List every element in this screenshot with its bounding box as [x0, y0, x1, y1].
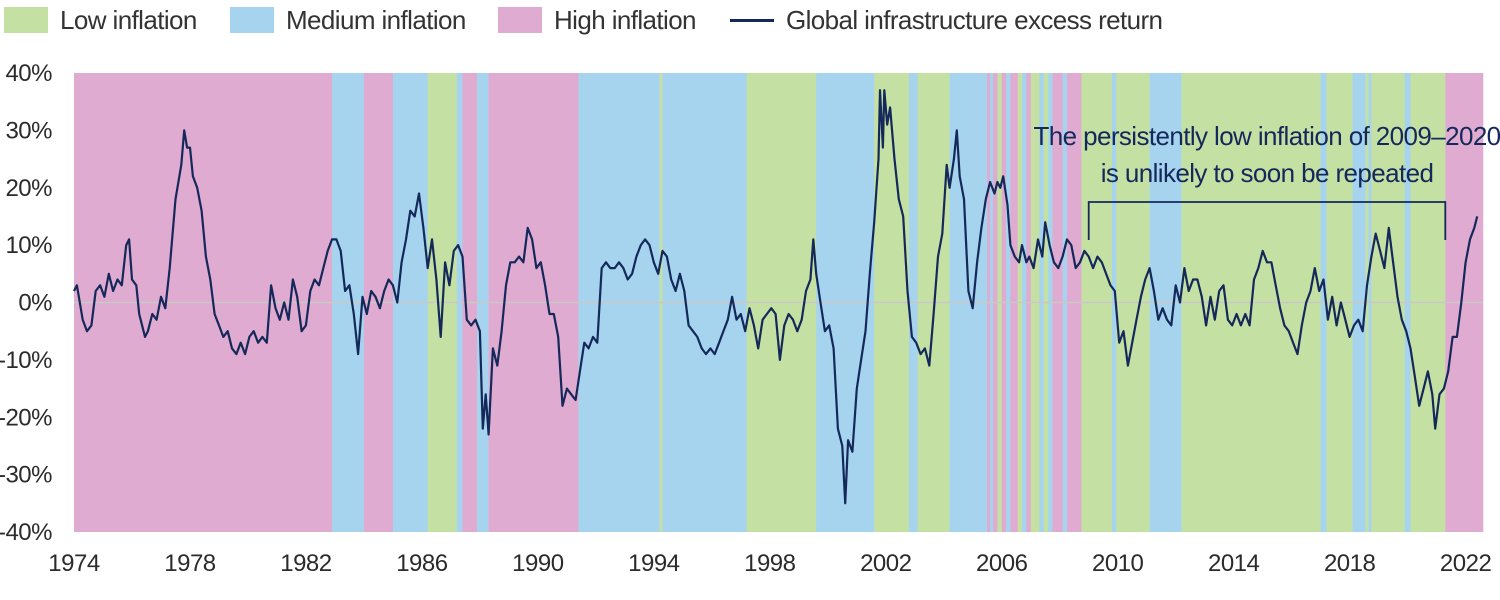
- series-line-0: [73, 89, 1479, 505]
- y-tick-label-6: -20%: [0, 404, 52, 431]
- legend-label-high: High inflation: [554, 4, 697, 35]
- legend-label-line: Global infrastructure excess return: [786, 4, 1163, 35]
- annotation-text-line-1: is unlikely to soon be repeated: [1101, 158, 1434, 188]
- y-tick-label-1: 30%: [5, 117, 52, 144]
- x-tick-label-1982: 1982: [280, 550, 332, 577]
- legend-item-high-inflation: High inflation: [498, 4, 697, 35]
- x-tick-label-2014: 2014: [1208, 550, 1260, 577]
- x-tick-label-1990: 1990: [512, 550, 564, 577]
- x-tick-label-2010: 2010: [1092, 550, 1144, 577]
- y-tick-label-4: 0%: [18, 290, 52, 317]
- x-tick-label-1986: 1986: [396, 550, 448, 577]
- x-tick-label-1998: 1998: [744, 550, 796, 577]
- annotation-text-line-0: The persistently low inflation of 2009–2…: [1033, 121, 1500, 151]
- y-tick-label-0: 40%: [5, 60, 52, 87]
- annotation-bracket: [1087, 201, 1447, 240]
- chart-legend: Low inflation Medium inflation High infl…: [0, 0, 1500, 40]
- legend-item-medium-inflation: Medium inflation: [230, 5, 466, 35]
- x-tick-label-2006: 2006: [976, 550, 1028, 577]
- y-tick-label-5: -10%: [0, 347, 52, 374]
- x-tick-label-1978: 1978: [164, 550, 216, 577]
- y-tick-label-7: -30%: [0, 462, 52, 489]
- legend-item-low-inflation: Low inflation: [4, 5, 197, 35]
- legend-label-low: Low inflation: [60, 4, 197, 35]
- legend-line-symbol: [730, 18, 774, 22]
- y-tick-label-8: -40%: [0, 519, 52, 546]
- legend-label-medium: Medium inflation: [286, 4, 466, 35]
- x-tick-label-2022: 2022: [1440, 550, 1492, 577]
- y-tick-label-3: 10%: [5, 232, 52, 259]
- x-tick-label-1974: 1974: [48, 550, 100, 577]
- legend-swatch-high: [498, 7, 542, 33]
- legend-item-excess-return: Global infrastructure excess return: [730, 4, 1163, 35]
- legend-swatch-medium: [230, 7, 274, 33]
- x-tick-label-1994: 1994: [628, 550, 680, 577]
- x-tick-label-2002: 2002: [860, 550, 912, 577]
- x-tick-label-2018: 2018: [1324, 550, 1376, 577]
- y-tick-label-2: 20%: [5, 175, 52, 202]
- legend-swatch-low: [4, 7, 48, 33]
